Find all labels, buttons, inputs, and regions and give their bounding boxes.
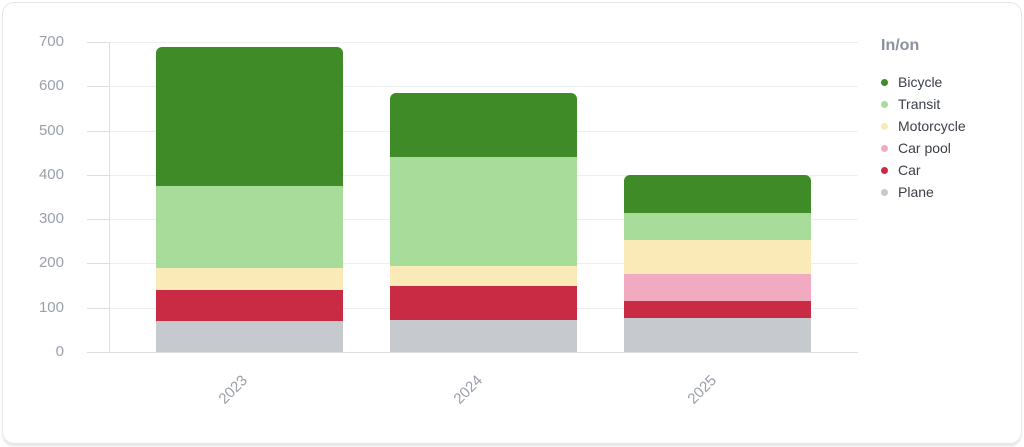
bar-segment-transit-2024[interactable] — [389, 157, 578, 266]
legend-item-label: Car — [898, 162, 921, 178]
bar-segment-bicycle-2024[interactable] — [389, 93, 578, 158]
y-axis-label: 200 — [38, 254, 64, 272]
legend-item-car-pool[interactable]: Car pool — [881, 137, 1017, 159]
y-axis-tick-700 — [87, 42, 109, 43]
bar-segment-motorcycle-2025[interactable] — [623, 240, 812, 274]
y-axis-label: 300 — [38, 210, 64, 228]
legend-item-label: Bicycle — [898, 74, 943, 90]
bar-segment-car-pool-2025[interactable] — [623, 273, 812, 302]
y-axis-label: 400 — [38, 165, 64, 183]
bar-segment-bicycle-2023[interactable] — [155, 46, 344, 187]
x-axis-label-2024: 2024 — [449, 372, 486, 408]
legend-item-transit[interactable]: Transit — [881, 93, 1017, 115]
y-axis-label: 100 — [38, 298, 64, 316]
bar-segment-motorcycle-2024[interactable] — [389, 265, 578, 286]
y-axis-label: 600 — [38, 77, 64, 95]
legend-item-label: Motorcycle — [898, 118, 966, 134]
legend-item-label: Transit — [898, 96, 941, 112]
bar-segment-transit-2023[interactable] — [155, 186, 344, 268]
legend-item-bicycle[interactable]: Bicycle — [881, 71, 1017, 93]
legend-items: Bicycle Transit Motorcycle Car pool Car Plane — [881, 71, 1017, 203]
legend-swatch-icon — [881, 122, 888, 130]
y-axis-tick-500 — [87, 130, 109, 132]
y-axis-tick-200 — [87, 263, 109, 265]
legend-item-label: Car pool — [898, 140, 951, 156]
gridline-600 — [109, 86, 858, 88]
legend-item-car[interactable]: Car — [881, 159, 1017, 181]
legend-item-plane[interactable]: Plane — [881, 181, 1017, 203]
y-axis-tick-300 — [87, 219, 109, 221]
bar-segment-transit-2025[interactable] — [623, 213, 812, 241]
y-axis-tick-600 — [87, 86, 109, 88]
plot-area — [109, 42, 858, 352]
legend-swatch-icon — [881, 100, 888, 108]
y-axis-label: 700 — [38, 33, 64, 50]
bar-segment-motorcycle-2023[interactable] — [155, 267, 344, 290]
bar-2023 — [155, 46, 344, 352]
legend: In/on Bicycle Transit Motorcycle Car pool Ca… — [881, 37, 1017, 203]
y-axis-label: 500 — [38, 121, 64, 139]
legend-swatch-icon — [881, 188, 888, 196]
y-axis-tick-100 — [87, 307, 109, 309]
bar-2025 — [623, 174, 812, 352]
bar-segment-bicycle-2025[interactable] — [623, 174, 812, 214]
bar-segment-car-2024[interactable] — [389, 285, 578, 321]
bar-segment-car-2023[interactable] — [155, 290, 344, 321]
legend-swatch-icon — [881, 78, 888, 86]
legend-item-motorcycle[interactable]: Motorcycle — [881, 115, 1017, 137]
x-axis-label-2023: 2023 — [215, 372, 252, 408]
legend-swatch-icon — [881, 144, 888, 152]
y-axis-line — [109, 42, 110, 352]
legend-item-label: Plane — [898, 184, 934, 200]
y-axis-tick-400 — [87, 174, 109, 176]
bar-segment-car-2025[interactable] — [623, 301, 812, 318]
bar-2024 — [389, 93, 578, 352]
legend-title: In/on — [881, 37, 920, 54]
bar-segment-plane-2024[interactable] — [389, 320, 578, 352]
x-axis-line — [87, 352, 858, 353]
gridline-700 — [109, 42, 858, 43]
y-axis-label: 0 — [55, 343, 64, 360]
bar-segment-plane-2025[interactable] — [623, 317, 812, 352]
bar-segment-plane-2023[interactable] — [155, 321, 344, 352]
x-axis-label-2025: 2025 — [683, 372, 720, 408]
legend-swatch-icon — [881, 166, 888, 174]
